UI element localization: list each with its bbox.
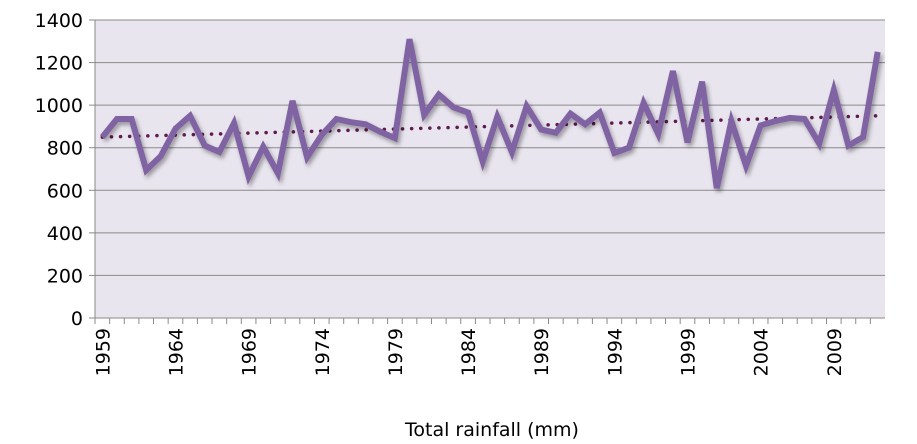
y-tick-label: 400 (47, 223, 83, 245)
x-tick-label: 1999 (678, 328, 700, 376)
x-tick-label: 2009 (824, 328, 846, 376)
x-tick-label: 1974 (312, 328, 334, 376)
x-axis-ticks: 1959 1964 1969 1974 1979 1984 1989 1994 1999 2004… (92, 318, 871, 376)
legend-label: Total rainfall (mm) (404, 419, 579, 441)
y-axis-ticks: 0 200 400 600 800 1000 1200 1400 (35, 10, 95, 330)
gridlines (95, 19, 885, 276)
y-tick-label: 1200 (35, 53, 83, 75)
x-tick-label: 1984 (458, 328, 480, 376)
y-tick-label: 0 (71, 308, 83, 330)
x-tick-label: 2004 (751, 328, 773, 376)
x-tick-label: 1989 (531, 328, 553, 376)
y-tick-label: 600 (47, 180, 83, 202)
plot-area (95, 20, 885, 318)
series-line-total-rainfall (99, 38, 881, 189)
x-tick-label: 1959 (92, 328, 114, 376)
y-tick-label: 1000 (35, 95, 83, 117)
y-tick-label: 1400 (35, 10, 83, 32)
legend: Total rainfall (mm) (347, 419, 579, 441)
x-tick-label: 1969 (239, 328, 261, 376)
trendline (100, 114, 880, 139)
y-tick-label: 800 (47, 138, 83, 160)
x-tick-label: 1994 (604, 328, 626, 376)
y-tick-label: 200 (47, 265, 83, 287)
x-tick-label: 1964 (165, 328, 187, 376)
x-tick-label: 1979 (385, 328, 407, 376)
